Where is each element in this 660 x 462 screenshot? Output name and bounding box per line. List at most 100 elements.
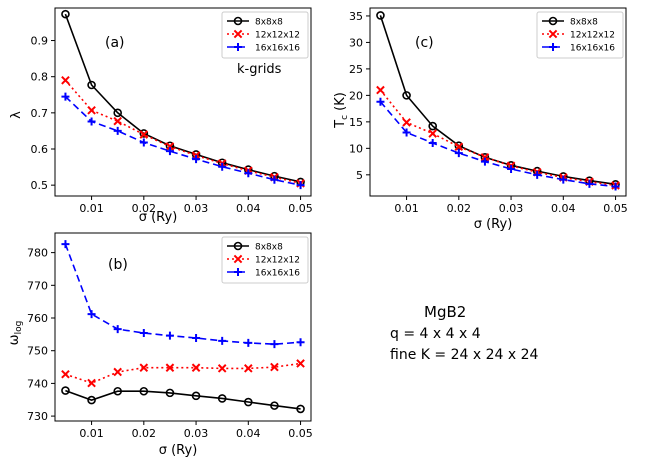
- panel-a-xtick-label: 0.02: [132, 202, 157, 215]
- panel-b-series-0-point: [139, 386, 149, 396]
- panel-a-label: (a): [105, 35, 125, 51]
- panel-a-ytick-label: 0.8: [31, 71, 49, 84]
- panel-b-series-2-point: [61, 240, 70, 249]
- panel-c-legend-label-0: 8x8x8: [570, 18, 598, 28]
- panel-b-series-1-point: [113, 367, 123, 377]
- panel-a-ytick-label: 0.7: [31, 107, 49, 120]
- panel-c-series-2-point: [559, 175, 568, 184]
- panel-b-series-2: [61, 240, 305, 349]
- panel-a-series-2: [61, 92, 305, 190]
- panel-b-series-2-point: [87, 310, 96, 319]
- panel-a-series-2-point: [139, 138, 148, 147]
- panel-b-series-1-point: [139, 363, 149, 373]
- panel-a-series-2-point: [296, 181, 305, 190]
- panel-a-xtick-label: 0.01: [79, 202, 104, 215]
- panel-c-series-2-point: [428, 139, 437, 148]
- panel-a-series-1-point: [165, 142, 175, 151]
- panel-c-series-1-point: [454, 142, 464, 152]
- panel-b-legend-label-0: 8x8x8: [255, 243, 283, 253]
- panel-c-xtick-label: 0.02: [447, 202, 472, 215]
- panel-b-ytick-label: 760: [27, 312, 48, 325]
- panel-c-legend-marker-1: [548, 29, 558, 39]
- panel-c-series-1-point: [376, 85, 385, 95]
- panel-b-series-2-point: [296, 338, 305, 347]
- panel-a-series-2-point: [192, 155, 201, 164]
- panel-b-series-1-line: [65, 362, 301, 384]
- panel-a-series-1-point: [61, 76, 70, 85]
- panel-a-series-1: [61, 76, 305, 188]
- panel-b-series-1-point: [296, 359, 305, 368]
- panel-b-series-1-point: [191, 363, 201, 373]
- panel-b-series-2-point: [270, 340, 279, 349]
- panel-a-annotation: k-grids: [237, 62, 282, 77]
- panel-b-xtick-label: 0.02: [132, 427, 157, 440]
- panel-b-series-2-point: [218, 336, 227, 345]
- panel-a-series-2-point: [218, 162, 227, 171]
- plot-area-c: 0.01 0.02 0.03 0.04 0.05 5 10 15 20 25 30 35: [349, 7, 628, 215]
- panel-b-series-1-point: [243, 364, 253, 373]
- panel-b-series-1: [61, 359, 305, 388]
- panel-c-series-0-point: [428, 121, 437, 131]
- panel-c-series-1: [376, 85, 620, 190]
- panel-c-xtick-label: 0.01: [394, 202, 419, 215]
- panel-b-series-1-point: [217, 364, 227, 373]
- panel-c-ytick-label: 25: [349, 63, 363, 76]
- panel-b-series-0-point: [113, 386, 122, 396]
- panel-b-series-1-point: [165, 363, 175, 373]
- panel-a-xtick-label: 0.03: [184, 202, 209, 215]
- panel-a-ytick-label: 0.5: [31, 179, 49, 192]
- panel-c-legend-marker-0: [548, 16, 558, 26]
- panel-c-series-2-point: [480, 157, 489, 166]
- panel-a-legend-label-1: 12x12x12: [255, 31, 300, 41]
- panel-c-axes-frame: [369, 7, 627, 197]
- panel-a-series-0-point: [87, 80, 96, 90]
- notes-title: MgB2: [424, 303, 466, 321]
- panel-b-series-0-point: [165, 388, 175, 398]
- panel-a-legend-marker-0: [233, 16, 243, 26]
- panel-c-legend-marker-2: [549, 43, 557, 51]
- panel-b-legend: 8x8x8 12x12x12 16x16x16: [221, 236, 309, 284]
- panel-c-series-1-point: [428, 129, 438, 138]
- notes-line1: q = 4 x 4 x 4: [390, 326, 481, 342]
- panel-b-legend-marker-2: [234, 268, 242, 276]
- panel-a-xtick-label: 0.05: [288, 202, 313, 215]
- panel-a-series-1-point: [139, 130, 149, 139]
- panel-a-series-1-line: [64, 79, 301, 185]
- panel-c-legend: 8x8x8 12x12x12 16x16x16: [536, 11, 624, 59]
- panel-b-series-0-point: [217, 394, 227, 403]
- panel-b-series-2-line: [64, 243, 301, 346]
- panel-b-legend-marker-0: [233, 241, 243, 251]
- panel-c-ytick-label: 20: [349, 89, 363, 102]
- panel-c: 0.01 0.02 0.03 0.04 0.05 5 10 15 20 25 30 35 (c) σ …: [333, 7, 628, 232]
- panel-c-ytick-label: 35: [349, 10, 363, 23]
- panel-a-series-2-point: [61, 92, 70, 101]
- panel-b: 0.01 0.02 0.03 0.04 0.05 730 740 750 760 770 780 (…: [7, 232, 313, 458]
- panel-c-xtick-label: 0.04: [551, 202, 576, 215]
- panel-a-series-0-line: [64, 13, 301, 183]
- panel-a-series-2-point: [113, 126, 122, 135]
- panel-a-series-2-point: [244, 169, 253, 178]
- panel-b-series-2-point: [113, 325, 122, 334]
- panel-a-legend-label-0: 8x8x8: [255, 18, 283, 28]
- panel-a-legend-label-2: 16x16x16: [255, 44, 300, 54]
- panel-c-series-1-line: [379, 89, 616, 187]
- panel-b-label: (b): [108, 257, 128, 273]
- panel-b-legend-marker-1: [233, 254, 243, 264]
- panel-b-series-2-point: [244, 338, 253, 347]
- panel-a-xlabel: σ (Ry): [139, 210, 178, 225]
- panel-a-series-0-point: [61, 9, 70, 19]
- panel-c-series-2-point: [402, 128, 411, 137]
- panel-b-series-0-point: [191, 391, 201, 401]
- panel-b-series-1-point: [270, 362, 279, 372]
- panel-a-series-1-point: [87, 106, 96, 115]
- panel-a-legend-marker-2: [234, 43, 242, 51]
- plot-area-b: 0.01 0.02 0.03 0.04 0.05 730 740 750 760 770 780: [27, 232, 313, 440]
- panel-b-series-0-point: [244, 397, 253, 407]
- panel-c-legend-label-2: 16x16x16: [570, 44, 615, 54]
- panel-a-series-2-line: [64, 96, 301, 186]
- panel-b-series-2-point: [192, 333, 201, 342]
- panel-a-legend: 8x8x8 12x12x12 16x16x16: [221, 11, 309, 59]
- panel-b-axes-frame: [54, 232, 312, 422]
